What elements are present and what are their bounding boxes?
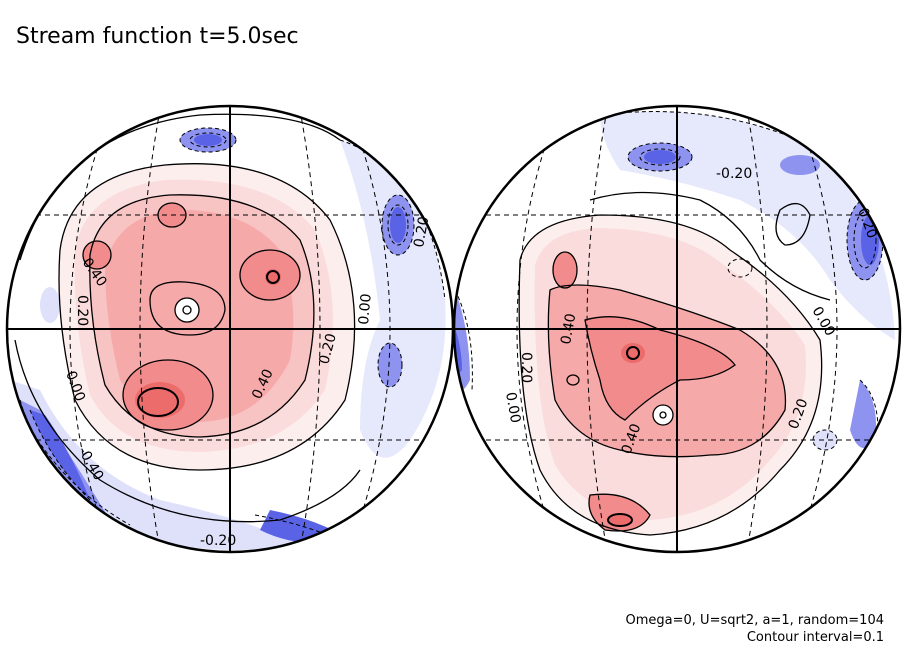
figure-title: Stream function t=5.0sec — [16, 24, 299, 49]
contour-label: 0.20 — [518, 352, 534, 383]
negative-region — [780, 155, 820, 175]
negative-region — [194, 134, 222, 146]
contour-label: 0.40 — [558, 312, 579, 345]
parameters-note: Omega=0, U=sqrt2, a=1, random=104 — [625, 613, 884, 628]
negative-region — [40, 287, 60, 323]
contour-label: 0.20 — [74, 295, 90, 326]
positive-region — [585, 316, 735, 420]
left-hemisphere-plot: 0.40 0.20 0.00 -0.40 -0.20 0.40 0.20 0.0… — [5, 104, 455, 554]
negative-region — [378, 343, 402, 387]
negative-region — [850, 380, 876, 448]
negative-region — [644, 150, 676, 164]
contour-label: -0.20 — [200, 533, 236, 549]
contour-label: 0.00 — [356, 293, 375, 325]
contour-interval-note: Contour interval=0.1 — [746, 630, 884, 645]
right-hemisphere-plot: -0.20 0.40 0.20 0.00 0.40 0.20 0.00 0.20 — [452, 104, 902, 554]
positive-region — [621, 343, 645, 363]
positive-region — [589, 494, 650, 531]
positive-region — [608, 514, 632, 526]
contour-label: -0.20 — [716, 166, 752, 182]
negative-region — [813, 430, 837, 450]
negative-region — [340, 140, 446, 458]
negative-region — [30, 410, 90, 500]
positive-region — [553, 252, 577, 288]
contour-label: 0.20 — [411, 215, 432, 248]
negative-region — [390, 207, 406, 243]
contour-label: 0.20 — [316, 332, 340, 366]
contour-label: 0.00 — [502, 391, 523, 424]
